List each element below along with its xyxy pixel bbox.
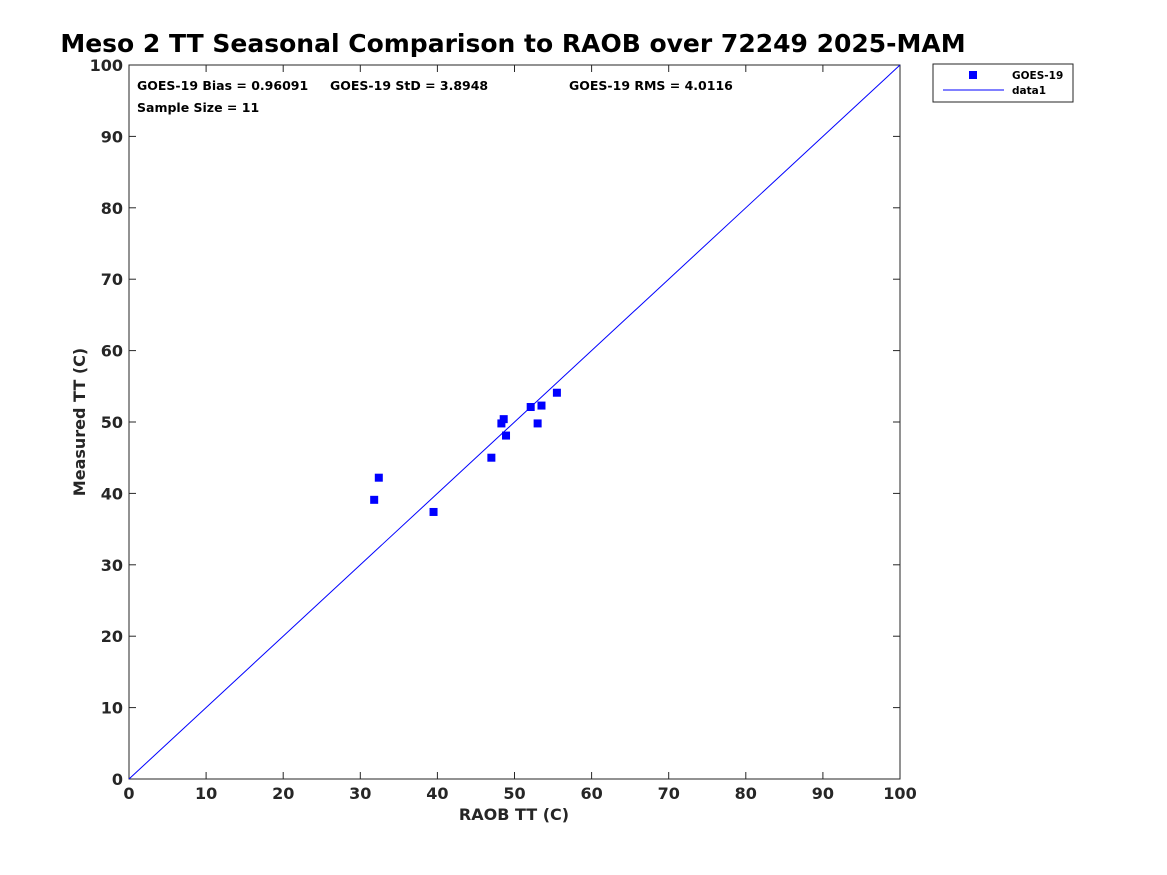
y-tick-label: 50: [101, 413, 123, 432]
stats-annotations: GOES-19 Bias = 0.96091 GOES-19 StD = 3.8…: [137, 78, 733, 115]
x-tick-label: 10: [195, 784, 217, 803]
legend-label-goes19: GOES-19: [1012, 70, 1063, 82]
data-point-goes19: [502, 431, 511, 440]
y-tick-label: 40: [101, 484, 123, 503]
x-tick-label: 90: [812, 784, 834, 803]
data-point-goes19: [526, 403, 535, 412]
x-tick-label: 70: [658, 784, 680, 803]
bias-annotation: GOES-19 Bias = 0.96091: [137, 78, 308, 93]
y-tick-label: 70: [101, 270, 123, 289]
legend: GOES-19 data1: [932, 63, 1074, 103]
x-axis-label: RAOB TT (C): [459, 805, 569, 824]
sample-size-annotation: Sample Size = 11: [137, 100, 259, 115]
y-tick-label: 80: [101, 199, 123, 218]
x-axis-ticks: 0 10 20 30 40 50 60 70 80 90 100: [123, 65, 917, 803]
legend-label-data1: data1: [1012, 85, 1046, 97]
data-point-goes19: [533, 419, 542, 428]
data-point-goes19: [497, 419, 506, 428]
x-tick-label: 20: [272, 784, 294, 803]
y-tick-label: 60: [101, 342, 123, 361]
data-point-goes19: [374, 473, 383, 482]
x-tick-label: 60: [580, 784, 602, 803]
y-tick-label: 0: [112, 770, 123, 789]
y-tick-label: 30: [101, 556, 123, 575]
rms-annotation: GOES-19 RMS = 4.0116: [569, 78, 733, 93]
data-point-goes19: [429, 507, 438, 516]
y-axis-ticks: 0 10 20 30 40 50 60 70 80 90 100: [90, 56, 900, 789]
data-point-goes19: [487, 453, 496, 462]
x-tick-label: 80: [735, 784, 757, 803]
x-tick-label: 30: [349, 784, 371, 803]
series-data1-line: [128, 64, 901, 780]
series-goes19-points: [370, 388, 561, 516]
data-point-goes19: [537, 401, 546, 410]
chart-title: Meso 2 TT Seasonal Comparison to RAOB ov…: [60, 29, 965, 58]
data1-line: [128, 64, 901, 780]
y-tick-label: 90: [101, 127, 123, 146]
legend-marker-goes19: [969, 71, 977, 79]
x-tick-label: 0: [123, 784, 134, 803]
y-tick-label: 20: [101, 627, 123, 646]
data-point-goes19: [552, 388, 561, 397]
legend-box: [932, 63, 1074, 103]
y-axis-label: Measured TT (C): [70, 348, 89, 496]
x-tick-label: 50: [503, 784, 525, 803]
std-annotation: GOES-19 StD = 3.8948: [330, 78, 488, 93]
y-tick-label: 10: [101, 699, 123, 718]
y-tick-label: 100: [90, 56, 123, 75]
x-tick-label: 100: [883, 784, 916, 803]
x-tick-label: 40: [426, 784, 448, 803]
data-point-goes19: [499, 415, 508, 424]
data-point-goes19: [370, 495, 379, 504]
